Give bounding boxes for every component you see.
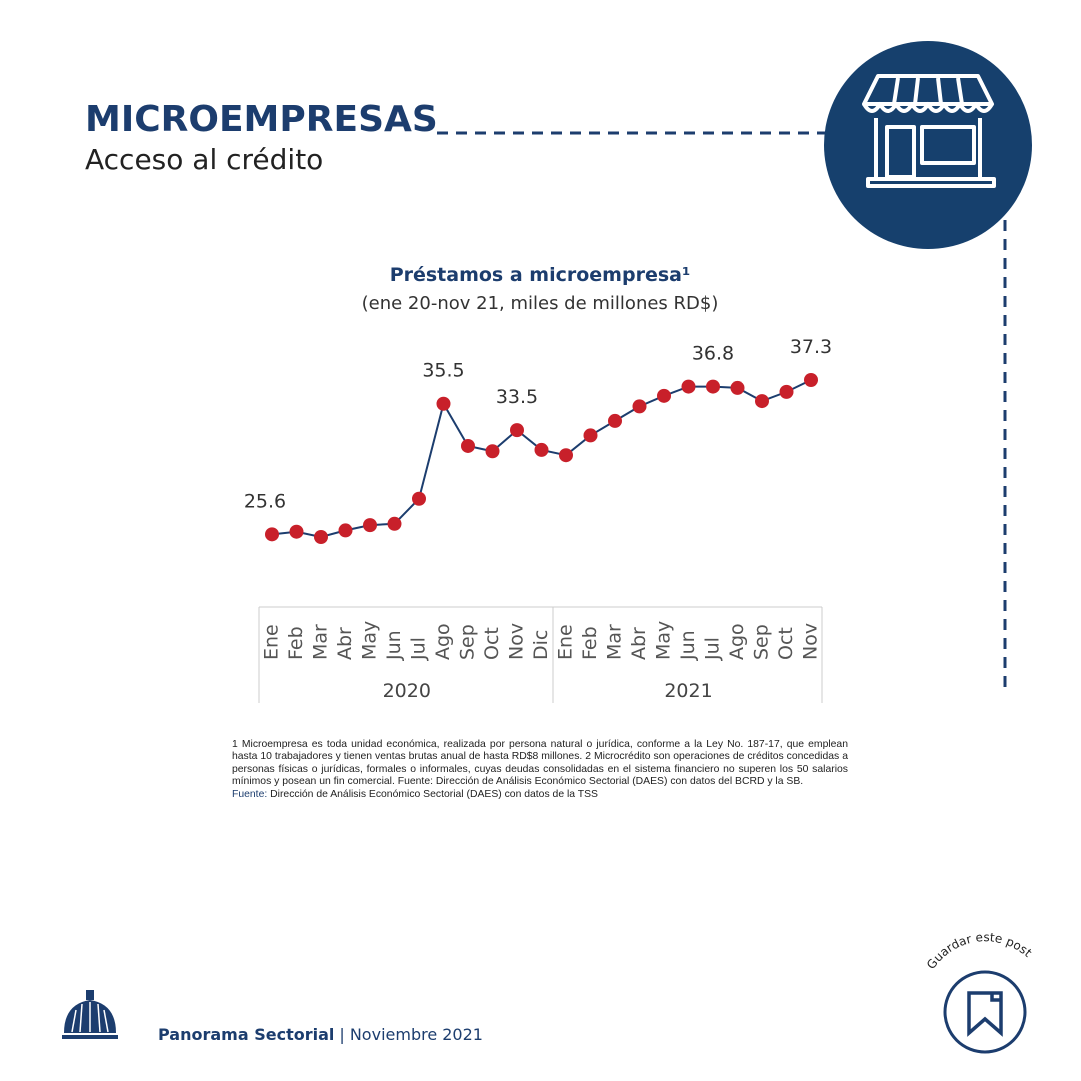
line bbox=[271, 379, 812, 539]
footer-brand: Panorama Sectorial bbox=[158, 1025, 334, 1044]
footnote: 1 Microempresa es toda unidad económica,… bbox=[232, 739, 848, 801]
data-label: 25.6 bbox=[244, 490, 286, 512]
x-tick-label: Jul bbox=[702, 637, 724, 661]
marker bbox=[804, 373, 818, 387]
x-tick-label: Abr bbox=[628, 627, 650, 660]
data-label: 35.5 bbox=[422, 360, 464, 382]
data-label: 37.3 bbox=[790, 336, 832, 358]
marker bbox=[289, 524, 304, 539]
x-tick-label: May bbox=[653, 621, 675, 660]
marker bbox=[779, 384, 794, 399]
marker bbox=[461, 438, 475, 453]
year-label: 2020 bbox=[383, 680, 431, 702]
marker bbox=[436, 396, 451, 411]
footer: Panorama Sectorial | Noviembre 2021 bbox=[158, 1025, 483, 1044]
x-tick-label: Mar bbox=[604, 624, 626, 660]
x-tick-label: Jul bbox=[408, 637, 430, 661]
footnote-text: 1 Microempresa es toda unidad económica,… bbox=[232, 739, 848, 788]
x-tick-label: Abr bbox=[334, 627, 356, 660]
x-tick-label: Jun bbox=[677, 630, 699, 661]
source-label: Fuente: bbox=[232, 788, 268, 800]
x-tick-label: Feb bbox=[285, 626, 307, 660]
marker bbox=[387, 516, 402, 531]
chart-subtitle: (ene 20-nov 21, miles de millones RD$) bbox=[362, 293, 719, 314]
save-button[interactable] bbox=[943, 970, 1027, 1054]
x-tick-label: May bbox=[359, 621, 381, 660]
icon-circle bbox=[824, 41, 1032, 249]
marker bbox=[755, 394, 769, 409]
marker bbox=[632, 399, 647, 414]
marker bbox=[412, 491, 426, 506]
x-tick-label: Dic bbox=[530, 630, 552, 660]
source-text: Dirección de Análisis Económico Sectoria… bbox=[270, 788, 598, 800]
x-tick-label: Nov bbox=[506, 623, 528, 660]
marker bbox=[485, 444, 500, 459]
data-label: 36.8 bbox=[692, 343, 734, 365]
x-tick-label: Ago bbox=[726, 623, 748, 660]
marker bbox=[730, 380, 745, 395]
marker bbox=[534, 442, 549, 457]
marker bbox=[338, 523, 353, 538]
header-title: MICROEMPRESAS bbox=[85, 99, 438, 140]
marker bbox=[559, 448, 573, 463]
store-icon bbox=[862, 74, 996, 188]
x-tick-label: Oct bbox=[775, 627, 797, 660]
marker bbox=[265, 527, 279, 542]
x-tick-label: Feb bbox=[579, 626, 601, 660]
x-tick-label: Ene bbox=[261, 624, 283, 660]
x-tick-label: Mar bbox=[310, 624, 332, 660]
marker bbox=[706, 379, 720, 394]
chart-title: Préstamos a microempresa¹ bbox=[390, 264, 691, 286]
bookmark-icon[interactable] bbox=[967, 991, 1003, 1037]
x-tick-label: Sep bbox=[457, 624, 479, 660]
marker bbox=[510, 423, 524, 438]
marker bbox=[583, 428, 598, 443]
x-tick-label: Nov bbox=[800, 623, 822, 660]
x-tick-label: Sep bbox=[751, 624, 773, 660]
marker bbox=[608, 413, 622, 428]
x-tick-label: Ene bbox=[555, 624, 577, 660]
header-subtitle: Acceso al crédito bbox=[85, 143, 323, 176]
save-text[interactable]: Guardar este post bbox=[924, 930, 1035, 972]
category-axis bbox=[258, 606, 823, 703]
x-tick-label: Jun bbox=[383, 630, 405, 661]
year-label: 2021 bbox=[664, 680, 712, 702]
footer-date: | Noviembre 2021 bbox=[339, 1025, 483, 1044]
marker bbox=[363, 518, 377, 533]
marker bbox=[657, 388, 671, 403]
logo-lines bbox=[71, 1002, 109, 1033]
save-label[interactable]: Guardar este post bbox=[924, 930, 1035, 972]
x-tick-label: Oct bbox=[481, 627, 503, 660]
data-label: 33.5 bbox=[496, 386, 538, 408]
marker bbox=[314, 530, 328, 544]
marker bbox=[681, 379, 696, 394]
x-tick-label: Ago bbox=[432, 623, 454, 660]
